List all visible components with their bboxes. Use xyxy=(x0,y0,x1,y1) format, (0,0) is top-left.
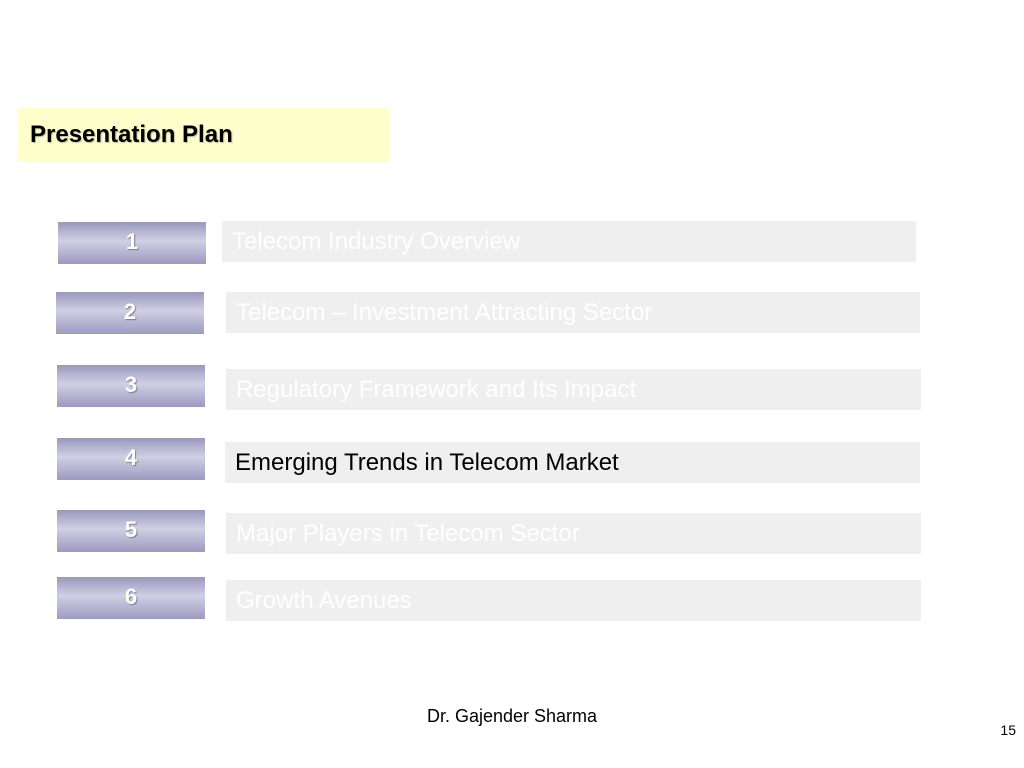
agenda-number-box: 2 xyxy=(56,292,204,334)
agenda-number: 1 xyxy=(125,229,139,254)
agenda-number-box: 3 xyxy=(57,365,205,407)
agenda-item-box: Regulatory Framework and Its Impact xyxy=(226,369,921,410)
agenda-row-4: 4 Emerging Trends in Telecom Market xyxy=(0,438,1024,483)
agenda-item-label: Telecom – Investment Attracting Sector xyxy=(236,298,653,326)
agenda-item-box: Growth Avenues xyxy=(226,580,921,621)
agenda-number: 5 xyxy=(124,517,138,542)
agenda-number: 6 xyxy=(124,584,138,609)
agenda-row-6: 6 Growth Avenues xyxy=(0,577,1024,621)
page-number: 15 xyxy=(1000,722,1016,738)
agenda-item-box: Emerging Trends in Telecom Market xyxy=(225,442,920,483)
agenda-number-box: 4 xyxy=(57,438,205,480)
agenda-number-box: 6 xyxy=(57,577,205,619)
agenda-item-label: Regulatory Framework and Its Impact xyxy=(236,375,637,403)
agenda-row-2: 2 Telecom – Investment Attracting Sector xyxy=(0,292,1024,334)
title-banner: Presentation Plan xyxy=(18,108,390,162)
agenda-item-box: Telecom – Investment Attracting Sector xyxy=(226,292,920,333)
agenda-row-5: 5 Major Players in Telecom Sector xyxy=(0,510,1024,554)
agenda-number: 4 xyxy=(124,445,138,470)
agenda-number-box: 5 xyxy=(57,510,205,552)
agenda-row-1: 1 Telecom Industry Overview xyxy=(0,221,1024,264)
agenda-item-label: Major Players in Telecom Sector xyxy=(236,519,580,547)
slide-title: Presentation Plan xyxy=(30,121,233,148)
agenda-number: 2 xyxy=(123,299,137,324)
agenda-item-label: Telecom Industry Overview xyxy=(232,227,521,255)
footer-author: Dr. Gajender Sharma xyxy=(426,706,598,726)
agenda-number-box: 1 xyxy=(58,222,206,264)
agenda-number: 3 xyxy=(124,372,138,397)
agenda-row-3: 3 Regulatory Framework and Its Impact xyxy=(0,365,1024,410)
agenda-item-box: Major Players in Telecom Sector xyxy=(226,513,921,554)
agenda-item-label: Growth Avenues xyxy=(236,586,412,614)
agenda-item-box: Telecom Industry Overview xyxy=(222,221,916,262)
agenda-item-label-active: Emerging Trends in Telecom Market xyxy=(235,448,619,476)
